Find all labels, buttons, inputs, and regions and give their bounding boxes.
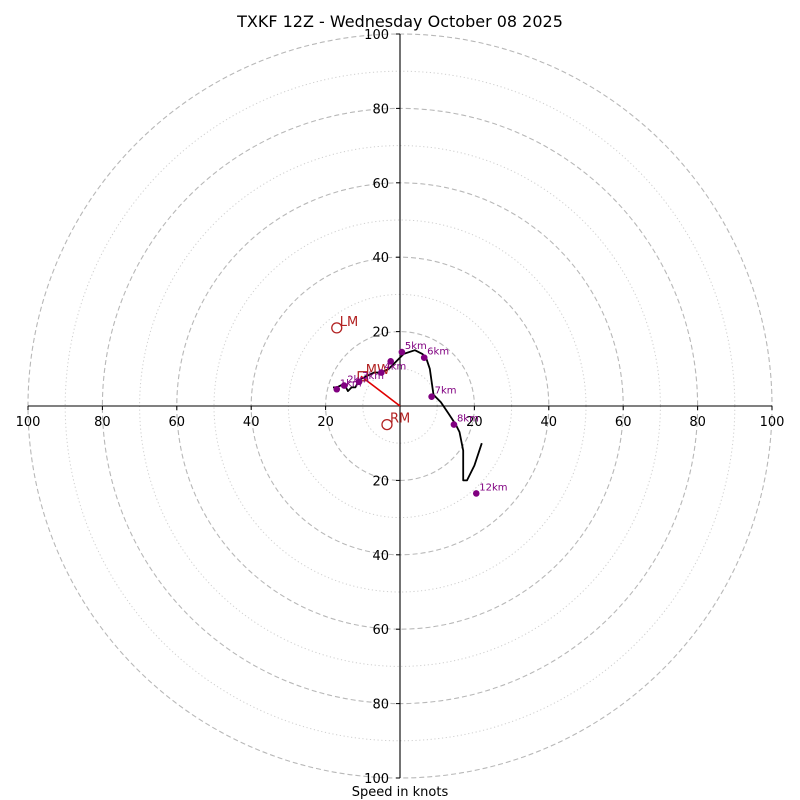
x-tick-label: 80 xyxy=(94,415,111,430)
x-tick-label: 60 xyxy=(169,415,186,430)
height-marker-dot xyxy=(387,358,395,365)
storm-motion-marker xyxy=(381,418,393,431)
height-marker-label: 6km xyxy=(427,347,449,358)
x-tick-label: 60 xyxy=(615,415,632,430)
height-marker-label: 3km xyxy=(362,371,384,382)
chart-title: TXKF 12Z - Wednesday October 08 2025 xyxy=(236,12,563,31)
y-tick-label: 100 xyxy=(364,28,389,43)
y-tick-label: 40 xyxy=(372,251,389,266)
y-tick-label: 80 xyxy=(372,102,389,117)
height-marker-label: 1km xyxy=(340,378,362,389)
x-tick-label: 20 xyxy=(317,415,334,430)
x-tick-label: 40 xyxy=(243,415,260,430)
height-marker-dot xyxy=(428,393,435,401)
storm-motion-label: LM xyxy=(340,315,358,330)
y-tick-label: 20 xyxy=(372,474,389,489)
hodograph-trace-group xyxy=(333,349,483,482)
y-tick-label: 80 xyxy=(372,698,389,713)
storm-motion-marker xyxy=(357,371,368,382)
x-axis-label: Speed in knots xyxy=(352,785,449,800)
height-marker-dot xyxy=(450,421,458,428)
height-marker-dot xyxy=(340,382,348,389)
height-marker-label: 8km xyxy=(457,414,479,425)
x-tick-label: 100 xyxy=(16,415,41,430)
x-tick-label: 40 xyxy=(541,415,558,430)
height-marker-label: 7km xyxy=(435,386,457,397)
height-marker-label: 12km xyxy=(479,482,507,493)
x-tick-label: 100 xyxy=(760,415,785,430)
storm-motion-label: RM xyxy=(390,412,410,427)
height-marker-dot xyxy=(355,378,363,386)
height-marker-label: 4km xyxy=(384,362,406,373)
hodograph-trace xyxy=(333,349,483,482)
height-marker-dot xyxy=(398,348,406,356)
height-marker-dot xyxy=(472,490,480,497)
y-tick-label: 40 xyxy=(372,549,389,564)
y-tick-label: 100 xyxy=(364,772,389,787)
y-tick-label: 60 xyxy=(372,623,389,638)
height-markers: 1km2km3km4km5km6km7km8km12km xyxy=(333,341,508,497)
x-tick-label: 80 xyxy=(689,415,706,430)
height-marker-dot xyxy=(420,354,428,361)
axis-ticks: 100 80 60 40 20 20 40 60 80 100 100 80 60 40 20 20 40 60 8… xyxy=(16,28,785,787)
x-tick-label: 20 xyxy=(466,415,483,430)
height-marker-label: 5km xyxy=(405,341,427,352)
height-marker-dot xyxy=(378,369,385,376)
height-marker-dot xyxy=(333,385,341,393)
storm-motion-marker xyxy=(331,322,343,334)
y-tick-label: 20 xyxy=(372,326,389,341)
y-tick-label: 60 xyxy=(372,177,389,192)
